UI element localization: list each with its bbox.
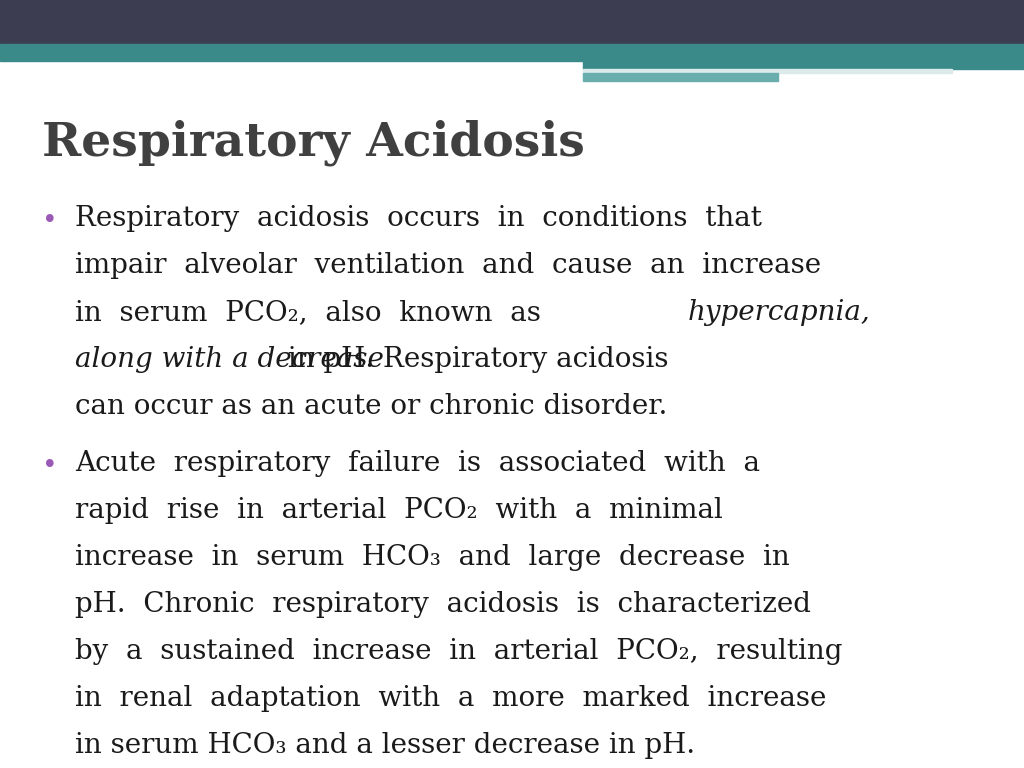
Text: Respiratory Acidosis: Respiratory Acidosis (42, 120, 585, 167)
Bar (583, 61, 1024, 69)
Text: in pH. Respiratory acidosis: in pH. Respiratory acidosis (279, 346, 669, 373)
Text: hypercapnia,: hypercapnia, (688, 299, 870, 326)
Text: •: • (42, 208, 57, 234)
Bar (583, 73, 778, 81)
Text: along with a decrease: along with a decrease (75, 346, 384, 373)
Text: pH.  Chronic  respiratory  acidosis  is  characterized: pH. Chronic respiratory acidosis is char… (75, 591, 811, 618)
Text: Respiratory  acidosis  occurs  in  conditions  that: Respiratory acidosis occurs in condition… (75, 205, 762, 232)
Text: can occur as an acute or chronic disorder.: can occur as an acute or chronic disorde… (75, 393, 668, 420)
Bar (583, 69, 952, 73)
Text: •: • (42, 453, 57, 479)
Bar (0, 44, 1024, 61)
Text: in  renal  adaptation  with  a  more  marked  increase: in renal adaptation with a more marked i… (75, 685, 826, 712)
Text: impair  alveolar  ventilation  and  cause  an  increase: impair alveolar ventilation and cause an… (75, 252, 821, 279)
Text: increase  in  serum  HCO₃  and  large  decrease  in: increase in serum HCO₃ and large decreas… (75, 544, 790, 571)
Text: rapid  rise  in  arterial  PCO₂  with  a  minimal: rapid rise in arterial PCO₂ with a minim… (75, 497, 723, 524)
Text: Acute  respiratory  failure  is  associated  with  a: Acute respiratory failure is associated … (75, 450, 760, 477)
Text: in serum HCO₃ and a lesser decrease in pH.: in serum HCO₃ and a lesser decrease in p… (75, 732, 695, 759)
Bar (0, 0, 1024, 44)
Text: in  serum  PCO₂,  also  known  as: in serum PCO₂, also known as (75, 299, 550, 326)
Text: by  a  sustained  increase  in  arterial  PCO₂,  resulting: by a sustained increase in arterial PCO₂… (75, 638, 843, 665)
